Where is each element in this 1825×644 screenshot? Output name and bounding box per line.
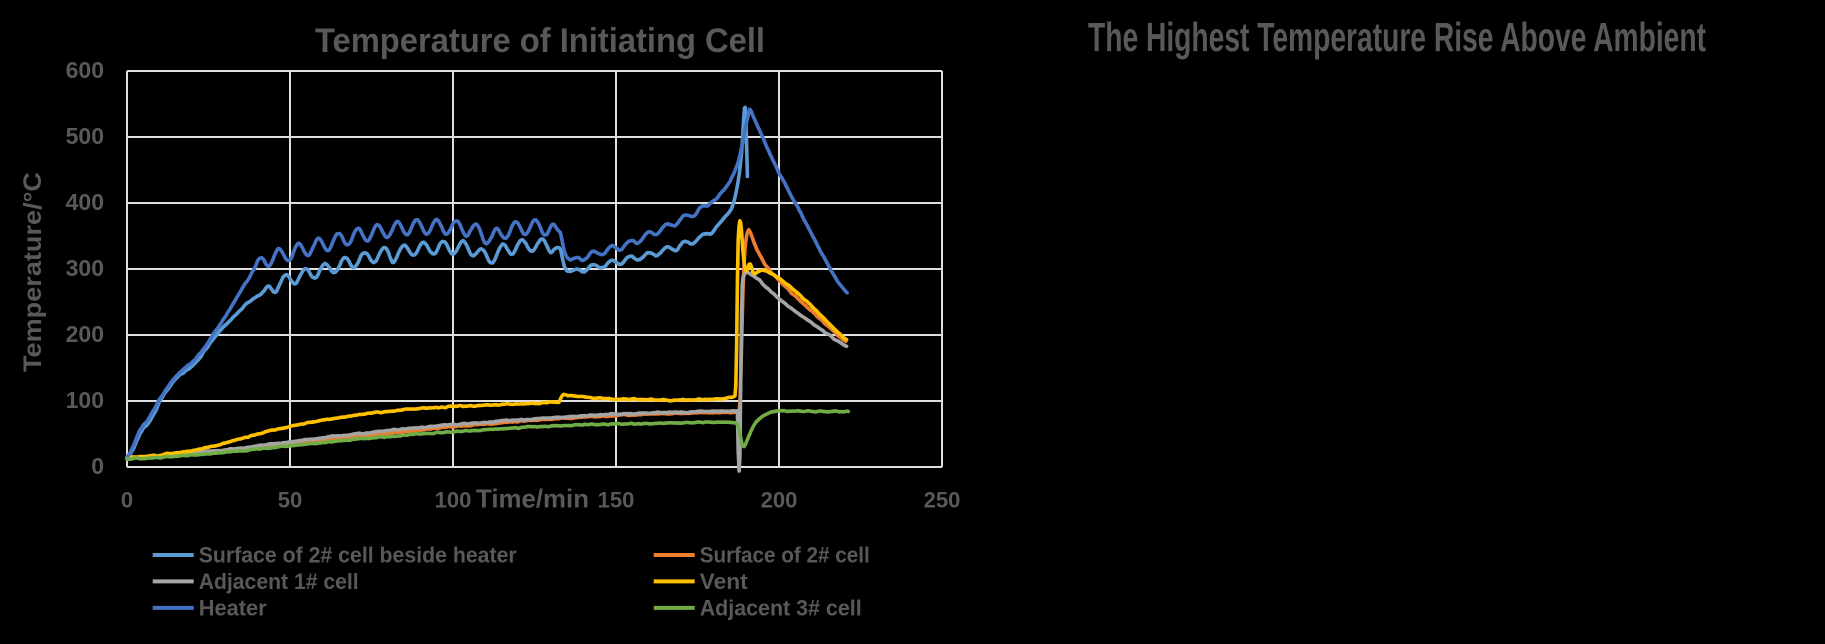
svg-text:Vent: Vent bbox=[700, 569, 748, 594]
svg-text:500: 500 bbox=[66, 123, 104, 149]
svg-text:Time/min: Time/min bbox=[476, 484, 589, 514]
svg-text:Surface of 2# cell: Surface of 2# cell bbox=[700, 543, 870, 568]
svg-text:150: 150 bbox=[598, 488, 635, 513]
svg-text:Temperature of Initiating Cell: Temperature of Initiating Cell bbox=[315, 22, 765, 60]
svg-text:Adjacent 3# cell: Adjacent 3# cell bbox=[700, 595, 862, 620]
svg-text:250: 250 bbox=[924, 488, 961, 513]
svg-text:200: 200 bbox=[66, 321, 104, 347]
svg-text:0: 0 bbox=[91, 453, 104, 479]
svg-text:Adjacent 1# cell: Adjacent 1# cell bbox=[199, 569, 359, 594]
svg-text:300: 300 bbox=[66, 255, 104, 281]
svg-text:0: 0 bbox=[121, 488, 133, 513]
svg-text:50: 50 bbox=[278, 488, 302, 513]
svg-text:Temperature/°C: Temperature/°C bbox=[19, 172, 47, 372]
svg-text:Surface of 2# cell beside heat: Surface of 2# cell beside heater bbox=[199, 543, 517, 568]
svg-text:600: 600 bbox=[66, 57, 104, 83]
svg-text:100: 100 bbox=[66, 387, 104, 413]
svg-text:400: 400 bbox=[66, 189, 104, 215]
svg-text:100: 100 bbox=[435, 488, 472, 513]
svg-text:200: 200 bbox=[761, 488, 798, 513]
svg-text:The Highest Temperature Rise A: The Highest Temperature Rise Above Ambie… bbox=[1088, 14, 1706, 60]
svg-text:Heater: Heater bbox=[199, 595, 267, 620]
